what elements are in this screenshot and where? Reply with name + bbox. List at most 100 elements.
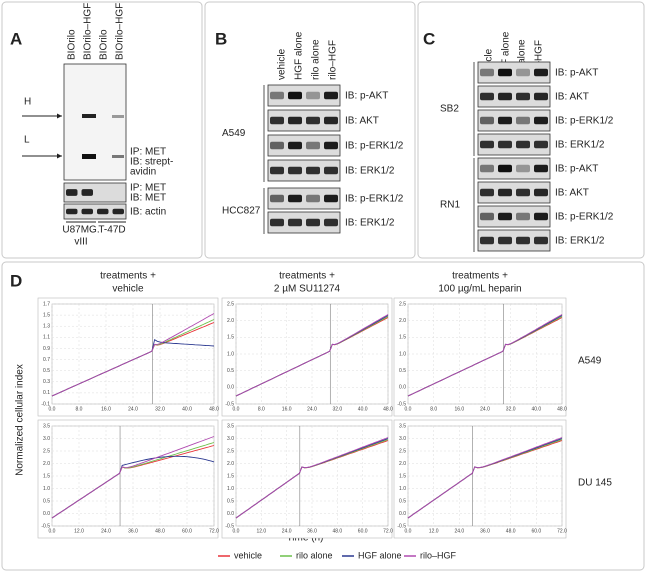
legend-label: HGF alone [358,550,402,560]
band [534,164,548,173]
blot [267,109,341,132]
arrow-head [57,153,62,159]
lane-label: vehicle [277,48,288,80]
band [270,141,284,150]
band [498,116,512,125]
y-tick-label: 2.0 [43,461,50,467]
y-tick-label: -0.5 [397,523,406,529]
band [498,92,512,101]
x-tick-label: 48.0 [383,406,393,412]
y-tick-label: 1.7 [43,301,50,307]
y-tick-label: 2.5 [227,448,234,454]
y-tick-label: 0.5 [227,368,234,374]
y-tick-label: 0.9 [43,346,50,352]
curve [51,313,215,397]
y-tick-label: 2.5 [43,448,50,454]
band [498,212,512,221]
y-tick-label: 1.5 [43,312,50,318]
band [480,116,494,125]
x-tick-label: 16.0 [454,406,464,412]
band [82,154,96,159]
marker: L [24,135,30,146]
y-tick-label: 0.1 [43,390,50,396]
x-tick-label: 40.0 [358,406,368,412]
blot [477,61,551,84]
cell-line: SB2 [440,104,459,115]
band [112,115,124,118]
y-tick-label: -0.1 [41,401,50,407]
y-tick-label: 1.0 [399,351,406,357]
band [82,114,96,118]
blot-label: IB: p-AKT [555,164,598,175]
blot [477,157,551,180]
curve [235,314,389,397]
blot [267,187,341,210]
band [498,188,512,197]
y-tick-label: 0.7 [43,357,50,363]
band [324,194,338,203]
band [306,194,320,203]
x-tick-label: 0.0 [49,528,56,534]
blot-label: IB: ERK1/2 [555,140,605,151]
band [534,236,548,245]
x-tick-label: 0.0 [405,528,412,534]
cell-line: vIII [74,237,87,248]
x-tick-label: 60.0 [531,528,541,534]
blot-label: IB: p-ERK1/2 [555,116,614,127]
x-tick-label: 8.0 [76,406,83,412]
band [516,188,530,197]
y-tick-label: 3.5 [43,423,50,429]
x-tick-label: 48.0 [332,528,342,534]
blot-label: avidin [130,167,156,178]
y-tick-label: 1.1 [43,335,50,341]
blot-label: IB: p-ERK1/2 [345,141,404,152]
column-title: treatments + [279,271,335,282]
y-tick-label: 1.5 [227,473,234,479]
blot-label: IB: ERK1/2 [345,218,395,229]
legend-label: rilo alone [296,550,333,560]
x-tick-label: 16.0 [282,406,292,412]
band [516,116,530,125]
y-tick-label: 3.0 [399,436,406,442]
y-tick-label: 3.5 [227,423,234,429]
row-label: A549 [578,356,602,367]
band [288,194,302,203]
cell-line: A549 [222,128,246,139]
y-tick-label: 1.0 [399,486,406,492]
y-tick-label: -0.5 [397,401,406,407]
y-tick-label: 0.5 [43,368,50,374]
band [306,91,320,100]
blot-label: IB: ERK1/2 [345,166,395,177]
y-tick-label: 0.0 [227,511,234,517]
x-tick-label: 24.0 [307,406,317,412]
x-tick-label: 40.0 [531,406,541,412]
panel-label: D [10,271,22,290]
x-tick-label: 24.0 [282,528,292,534]
panel-label: B [215,29,227,48]
band [516,164,530,173]
band [112,208,124,215]
band [534,116,548,125]
band [288,218,302,227]
band [81,208,93,215]
blot [477,133,551,156]
cell-line: T-47D [98,225,125,236]
cell-line: U87MG. [62,225,99,236]
x-tick-label: 12.0 [429,528,439,534]
band [288,116,302,125]
band [498,236,512,245]
x-tick-label: 24.0 [101,528,111,534]
panel-border [1,1,203,259]
x-tick-label: 36.0 [128,528,138,534]
band [498,164,512,173]
band [480,212,494,221]
y-tick-label: 0.5 [43,498,50,504]
x-tick-label: 0.0 [233,406,240,412]
x-tick-label: 0.0 [405,406,412,412]
band [306,218,320,227]
band [324,166,338,175]
blot [267,159,341,182]
blot-label: IB: strept- [130,157,173,168]
band [498,68,512,77]
y-tick-label: 1.5 [227,335,234,341]
